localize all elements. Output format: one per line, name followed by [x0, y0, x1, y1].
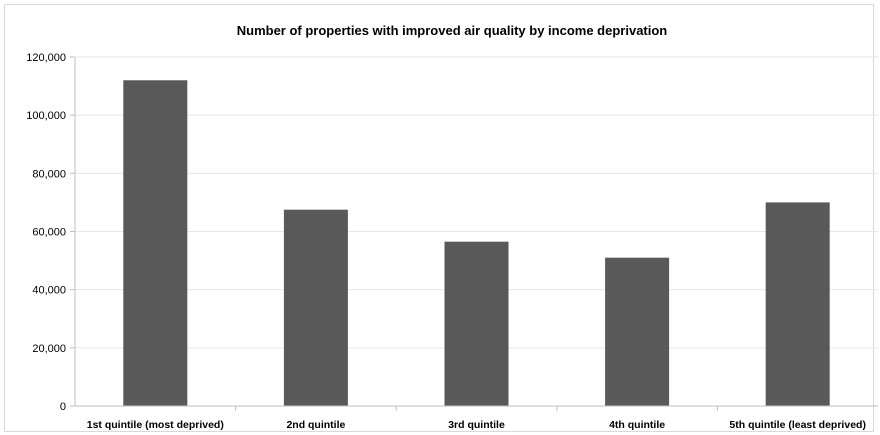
y-tick-label: 40,000: [32, 285, 66, 297]
bar: [283, 209, 348, 406]
x-axis-ticks: 1st quintile (most deprived) 2nd quintile…: [87, 406, 866, 431]
y-tick-label: 120,000: [26, 52, 66, 64]
y-tick-label: 80,000: [32, 168, 66, 180]
bar: [765, 202, 830, 406]
chart-title: Number of properties with improved air q…: [237, 23, 668, 38]
bars: [123, 80, 830, 407]
y-tick-label: 60,000: [32, 227, 66, 239]
gridlines: [75, 56, 878, 349]
x-tick-label: 2nd quintile: [286, 419, 345, 431]
y-tick-label: 20,000: [32, 343, 66, 355]
x-tick-label: 4th quintile: [609, 419, 665, 431]
y-axis-ticks: 0 20,000 40,000 60,000 80,000 100,000 120,000: [26, 52, 75, 413]
bar: [123, 80, 188, 407]
x-tick-label: 3rd quintile: [448, 419, 505, 431]
x-tick-label: 5th quintile (least deprived): [729, 419, 866, 431]
x-tick-label: 1st quintile (most deprived): [87, 419, 224, 431]
bar: [605, 257, 670, 406]
bar: [444, 241, 509, 406]
y-tick-label: 0: [60, 401, 66, 413]
y-tick-label: 100,000: [26, 110, 66, 122]
